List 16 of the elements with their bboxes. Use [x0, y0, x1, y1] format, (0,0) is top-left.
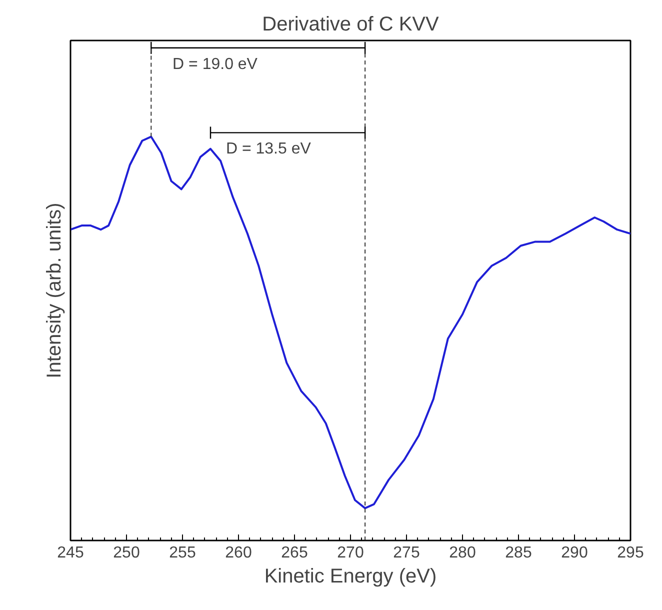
y-axis-title: Intensity (arb. units)	[44, 202, 66, 378]
x-tick-label: 275	[393, 544, 420, 562]
x-tick-label: 255	[169, 544, 196, 562]
annotation: D = 13.5 eV	[226, 140, 312, 158]
text: D = 19.0 eV	[172, 56, 258, 73]
x-tick-label: 290	[561, 544, 588, 562]
chart-title: Derivative of C KVV	[262, 14, 440, 36]
x-tick-label: 280	[449, 544, 476, 562]
x-tick-label: 245	[57, 544, 84, 562]
x-axis-title: Kinetic Energy (eV)	[264, 566, 437, 588]
x-tick-label: 295	[617, 544, 644, 562]
x-tick-label: 265	[281, 544, 308, 562]
x-tick-label: 260	[225, 544, 252, 562]
x-tick-label: 285	[505, 544, 532, 562]
x-tick-label: 250	[113, 544, 140, 562]
x-tick-label: 270	[337, 544, 364, 562]
